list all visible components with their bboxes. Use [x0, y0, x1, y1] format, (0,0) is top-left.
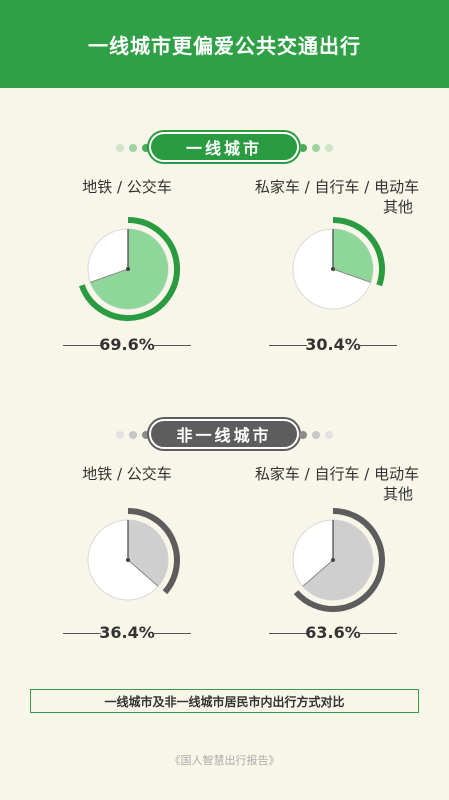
- pct-row: 63.6%: [263, 621, 403, 645]
- decor-dot: [325, 144, 333, 152]
- pie-slice: [128, 520, 168, 587]
- divider-line: [153, 345, 191, 346]
- pie-center-dot: [126, 267, 130, 271]
- pie-center-dot: [331, 558, 335, 562]
- percent-value: 30.4%: [305, 335, 361, 354]
- pie-center-dot: [331, 267, 335, 271]
- divider-line: [153, 633, 191, 634]
- divider-line: [359, 345, 397, 346]
- decor-dot: [129, 431, 137, 439]
- decor-dot: [142, 431, 150, 439]
- pct-row: 69.6%: [57, 333, 197, 357]
- section-banner-tier1: 一线城市: [0, 132, 449, 164]
- percent-value: 63.6%: [305, 623, 361, 642]
- decor-dot: [312, 431, 320, 439]
- pie-center-dot: [126, 558, 130, 562]
- decor-dot: [129, 144, 137, 152]
- divider-line: [269, 345, 307, 346]
- decor-dot: [299, 431, 307, 439]
- pie-radius-line: [90, 268, 129, 283]
- chart-label: 私家车 / 自行车 / 电动车 其他: [237, 464, 437, 504]
- chart-label: 地铁 / 公交车: [57, 464, 197, 484]
- pie-radius-line: [127, 559, 159, 587]
- pie-chart-non-tier1-transit: [87, 508, 180, 601]
- page-title: 一线城市更偏爱公共交通出行: [88, 33, 361, 58]
- pie-outer-arc: [127, 508, 180, 595]
- percent-value: 36.4%: [99, 623, 155, 642]
- pie-chart-tier1-private: [292, 217, 385, 310]
- pie-chart-non-tier1-private: [292, 508, 385, 612]
- divider-line: [359, 633, 397, 634]
- chart-label: 地铁 / 公交车: [57, 177, 197, 197]
- chart-label-line: 其他: [382, 485, 413, 503]
- pie-slice: [333, 229, 373, 283]
- decor-dot: [325, 431, 333, 439]
- section-banner-non-tier1: 非一线城市: [0, 419, 449, 451]
- chart-label-line: 其他: [382, 198, 413, 216]
- pie-slice: [302, 520, 373, 600]
- header-bar: 一线城市更偏爱公共交通出行: [0, 0, 449, 88]
- decor-dot: [116, 144, 124, 152]
- pie-outer-arc: [332, 217, 385, 287]
- divider-line: [63, 345, 101, 346]
- pct-row: 30.4%: [263, 333, 403, 357]
- chart-label-line: 私家车 / 自行车 / 电动车: [254, 178, 420, 196]
- chart-label-line: 地铁 / 公交车: [82, 178, 172, 196]
- decor-dot: [116, 431, 124, 439]
- section-title: 一线城市: [149, 132, 299, 162]
- chart-label-line: 地铁 / 公交车: [82, 465, 172, 483]
- decor-dot: [312, 144, 320, 152]
- pie-radius-line: [332, 268, 371, 283]
- pie-chart-tier1-transit: [78, 217, 180, 321]
- caption-box: 一线城市及非一线城市居民市内出行方式对比: [30, 689, 419, 713]
- divider-line: [269, 633, 307, 634]
- decor-dot: [299, 144, 307, 152]
- percent-value: 69.6%: [99, 335, 155, 354]
- pie-outer-arc: [78, 217, 180, 321]
- pie-outer-arc: [293, 508, 385, 612]
- decor-dot: [142, 144, 150, 152]
- pie-radius-line: [302, 559, 334, 587]
- divider-line: [63, 633, 101, 634]
- section-title: 非一线城市: [149, 419, 299, 449]
- chart-label-line: 私家车 / 自行车 / 电动车: [254, 465, 420, 483]
- caption-text: 一线城市及非一线城市居民市内出行方式对比: [104, 694, 345, 709]
- chart-label: 私家车 / 自行车 / 电动车 其他: [237, 177, 437, 217]
- source-note: 《国人智慧出行报告》: [169, 754, 280, 767]
- pct-row: 36.4%: [57, 621, 197, 645]
